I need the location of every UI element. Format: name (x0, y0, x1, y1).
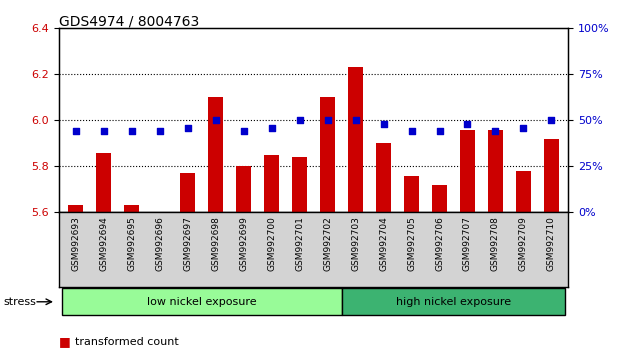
Text: GSM992707: GSM992707 (463, 216, 472, 271)
Bar (460, 130, 475, 212)
Point (127, 129, 137, 134)
Bar (264, 155, 279, 212)
Text: GSM992705: GSM992705 (407, 216, 416, 271)
Bar (124, 206, 140, 212)
Text: GSM992703: GSM992703 (351, 216, 360, 271)
Text: GSM992708: GSM992708 (491, 216, 500, 271)
Text: GSM992700: GSM992700 (267, 216, 276, 271)
Point (211, 118, 220, 123)
Text: GSM992704: GSM992704 (379, 216, 388, 271)
Point (71, 129, 81, 134)
Point (323, 118, 333, 123)
Text: GSM992695: GSM992695 (127, 216, 136, 271)
Bar (68, 206, 83, 212)
Bar (292, 157, 307, 212)
Bar (544, 139, 559, 212)
Text: GSM992706: GSM992706 (435, 216, 444, 271)
Text: high nickel exposure: high nickel exposure (396, 297, 511, 307)
Point (546, 118, 556, 123)
Bar (487, 130, 503, 212)
Point (294, 118, 304, 123)
Point (519, 125, 528, 131)
Point (183, 125, 193, 131)
Bar (432, 185, 447, 212)
Point (238, 129, 248, 134)
Text: low nickel exposure: low nickel exposure (147, 297, 256, 307)
Text: GSM992694: GSM992694 (99, 216, 108, 271)
Point (407, 129, 417, 134)
Bar (516, 171, 531, 212)
Text: ■: ■ (59, 335, 71, 348)
Text: transformed count: transformed count (75, 337, 178, 347)
Text: GSM992699: GSM992699 (239, 216, 248, 271)
Bar (348, 68, 363, 212)
Point (266, 125, 276, 131)
Text: GSM992693: GSM992693 (71, 216, 80, 271)
Bar (320, 97, 335, 212)
Bar (404, 176, 419, 212)
Text: GSM992701: GSM992701 (295, 216, 304, 271)
Text: GSM992696: GSM992696 (155, 216, 164, 271)
Point (491, 129, 501, 134)
Bar (62, 288, 342, 315)
Bar (236, 166, 252, 212)
Bar (376, 143, 391, 212)
Bar (96, 153, 111, 212)
Point (155, 129, 165, 134)
Point (379, 121, 389, 127)
Text: GSM992702: GSM992702 (323, 216, 332, 271)
Bar (342, 288, 565, 315)
Bar (208, 97, 224, 212)
Text: GSM992709: GSM992709 (519, 216, 528, 271)
Text: GSM992698: GSM992698 (211, 216, 220, 271)
Text: GSM992710: GSM992710 (547, 216, 556, 271)
Bar (180, 173, 196, 212)
Text: GDS4974 / 8004763: GDS4974 / 8004763 (59, 14, 199, 28)
Point (435, 129, 445, 134)
Point (351, 118, 361, 123)
Point (463, 121, 473, 127)
Point (99, 129, 109, 134)
Text: GSM992697: GSM992697 (183, 216, 192, 271)
Text: stress: stress (3, 297, 36, 307)
